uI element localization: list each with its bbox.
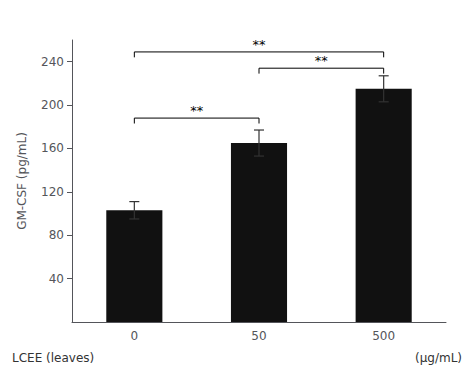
svg-text:50: 50 (251, 329, 266, 343)
svg-text:LCEE (leaves): LCEE (leaves) (12, 351, 94, 365)
svg-text:160: 160 (41, 141, 64, 155)
svg-text:**: ** (190, 103, 204, 118)
svg-text:240: 240 (41, 55, 64, 69)
svg-text:(μg/mL): (μg/mL) (415, 351, 462, 365)
svg-text:40: 40 (49, 272, 64, 286)
svg-text:**: ** (253, 37, 267, 52)
svg-text:**: ** (315, 53, 329, 68)
svg-text:80: 80 (49, 228, 64, 242)
svg-text:200: 200 (41, 98, 64, 112)
svg-text:0: 0 (131, 329, 139, 343)
svg-text:GM-CSF (pg/mL): GM-CSF (pg/mL) (15, 132, 29, 230)
svg-text:120: 120 (41, 185, 64, 199)
svg-text:500: 500 (372, 329, 395, 343)
